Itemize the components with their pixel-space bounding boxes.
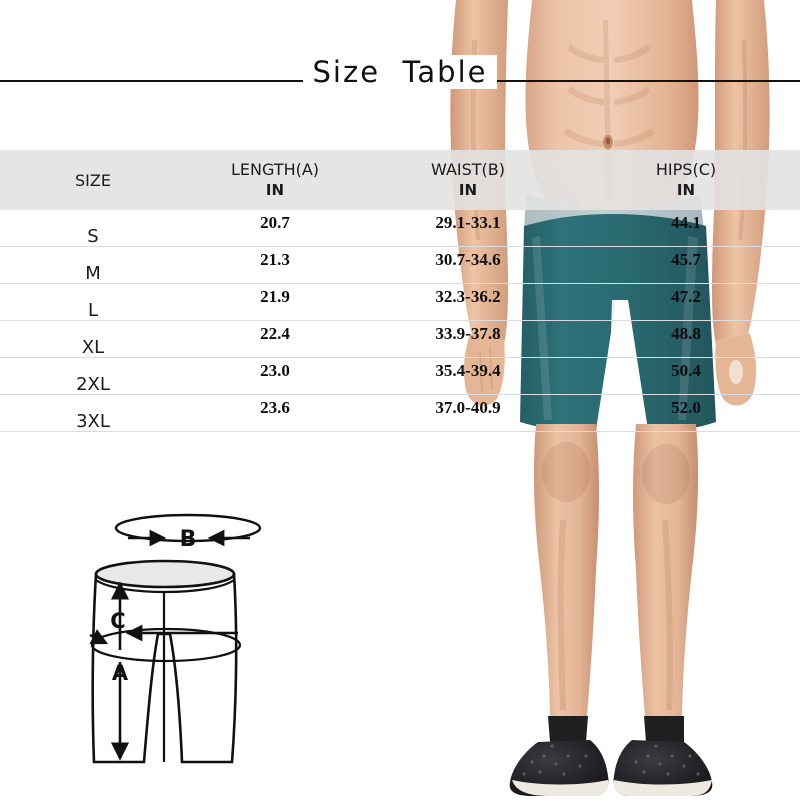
page-title: Size Table <box>0 52 800 92</box>
cell-size: 3XL <box>76 411 110 432</box>
cell-size: S <box>87 226 99 247</box>
column-header-waist: WAIST(B) IN <box>364 150 572 210</box>
cell-size: L <box>87 300 99 321</box>
row-divider <box>0 320 800 321</box>
cell-hips: 44.1 <box>671 213 701 232</box>
column-header-size: SIZE <box>0 150 186 210</box>
table-header-row: SIZE LENGTH(A) IN WAIST(B) IN HIPS(C) IN <box>0 150 800 210</box>
column-header-length-label: LENGTH(A) <box>230 160 320 179</box>
cell-size: M <box>85 263 101 284</box>
column-header-hips-unit: IN <box>676 181 696 199</box>
row-divider <box>0 283 800 284</box>
cell-waist: 37.0-40.9 <box>435 398 501 417</box>
cell-size: XL <box>81 337 105 358</box>
cell-hips: 47.2 <box>671 287 701 306</box>
column-header-length: LENGTH(A) IN <box>186 150 364 210</box>
measurement-diagram: B C A <box>78 500 298 780</box>
table-row: 2XL 23.0 35.4-39.4 50.4 <box>0 358 800 395</box>
cell-length: 20.7 <box>260 213 290 232</box>
column-header-waist-unit: IN <box>458 181 478 199</box>
column-header-length-unit: IN <box>265 181 285 199</box>
row-divider <box>0 357 800 358</box>
table-row: S 20.7 29.1-33.1 44.1 <box>0 210 800 247</box>
table-row: 3XL 23.6 37.0-40.9 52.0 <box>0 395 800 432</box>
cell-length: 21.9 <box>260 287 290 306</box>
row-divider <box>0 246 800 247</box>
column-header-hips: HIPS(C) IN <box>572 150 800 210</box>
row-divider <box>0 394 800 395</box>
column-header-hips-label: HIPS(C) <box>655 160 717 179</box>
cell-hips: 50.4 <box>671 361 701 380</box>
diagram-label-hips: C <box>110 609 125 633</box>
cell-waist: 33.9-37.8 <box>435 324 501 343</box>
cell-length: 23.6 <box>260 398 290 417</box>
cell-length: 22.4 <box>260 324 290 343</box>
cell-hips: 48.8 <box>671 324 701 343</box>
column-header-waist-label: WAIST(B) <box>431 160 505 179</box>
diagram-label-waist: B <box>180 527 197 552</box>
page-title-text: Size Table <box>302 55 498 89</box>
cell-waist: 32.3-36.2 <box>435 287 501 306</box>
column-header-size-label: SIZE <box>75 170 111 190</box>
table-row: L 21.9 32.3-36.2 47.2 <box>0 284 800 321</box>
waist-ellipse <box>114 513 262 543</box>
cell-length: 21.3 <box>260 250 290 269</box>
cell-waist: 30.7-34.6 <box>435 250 501 269</box>
shorts-waistband <box>94 559 236 589</box>
diagram-label-length: A <box>112 661 129 685</box>
cell-waist: 29.1-33.1 <box>435 213 501 232</box>
cell-hips: 52.0 <box>671 398 701 417</box>
table-row: M 21.3 30.7-34.6 45.7 <box>0 247 800 284</box>
cell-length: 23.0 <box>260 361 290 380</box>
size-table: SIZE LENGTH(A) IN WAIST(B) IN HIPS(C) IN… <box>0 150 800 432</box>
title-block: Size Table <box>0 52 800 98</box>
waistband-seam <box>95 579 235 594</box>
cell-size: 2XL <box>76 374 110 395</box>
cell-waist: 35.4-39.4 <box>435 361 501 380</box>
cell-hips: 45.7 <box>671 250 701 269</box>
row-divider <box>0 431 800 432</box>
table-row: XL 22.4 33.9-37.8 48.8 <box>0 321 800 358</box>
hips-ellipse <box>90 627 242 663</box>
